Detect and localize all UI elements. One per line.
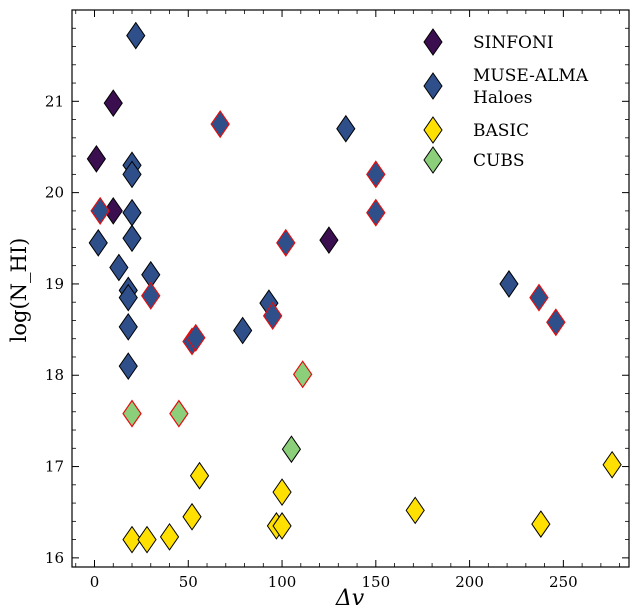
data-point [88,228,108,257]
legend-label: MUSE-ALMA [473,66,589,86]
x-tick-label: 250 [549,573,578,591]
data-point [118,352,138,380]
x-tick-label: 200 [455,573,484,591]
data-point [272,478,292,507]
data-point [126,21,146,50]
legend-label: SINFONI [473,33,554,53]
data-point-highlighted [210,110,230,139]
data-point [122,224,142,253]
x-tick-label: 150 [361,573,390,591]
series-basic [122,450,622,554]
data-point-highlighted [529,283,549,312]
x-axis-label: Δv [335,586,365,611]
data-point-highlighted [292,360,313,389]
series-sinfoni [86,89,339,254]
data-point [103,89,123,118]
data-point-highlighted [366,160,386,189]
data-point-highlighted [276,228,296,257]
data-point [531,510,551,538]
data-layer [86,21,622,554]
data-point [118,312,138,341]
data-point [137,525,157,554]
data-point-highlighted [122,399,142,428]
x-tick-label: 0 [90,573,100,591]
data-point [122,198,142,227]
data-point [86,144,106,173]
legend-marker [423,72,443,100]
data-point [103,197,123,225]
data-point [272,512,292,540]
y-tick-label: 17 [45,458,64,476]
data-point-highlighted [366,198,386,227]
legend-marker [423,146,443,174]
series-cubs [122,360,313,464]
data-point-highlighted [169,399,189,428]
data-point [233,316,253,345]
data-point-highlighted [90,196,110,225]
x-tick-label: 50 [179,573,198,591]
data-point [405,496,425,525]
ticks-layer: 0 50 100 150 200 250 16 17 18 19 20 21 [45,10,629,591]
data-point-highlighted [262,301,283,330]
data-point-highlighted [141,281,161,310]
y-tick-label: 18 [45,366,64,384]
data-point-highlighted [186,323,206,352]
data-point [319,226,339,254]
x-tick-label: 100 [268,573,297,591]
legend-marker [423,28,443,56]
data-point [118,283,138,312]
data-point [122,160,142,189]
data-point [281,435,302,464]
data-point [602,450,622,479]
y-axis-label: log(N_HI) [7,238,31,343]
data-point [336,114,356,143]
y-tick-label: 20 [45,184,64,202]
data-point [189,461,210,490]
legend-label: CUBS [473,151,524,171]
legend-label: BASIC [473,121,529,141]
y-tick-label: 19 [45,275,64,293]
y-tick-label: 21 [45,92,64,110]
data-point [122,525,142,554]
data-point [159,522,180,551]
series-muse-alma-haloes [88,21,566,380]
data-point [109,253,129,282]
data-point [182,502,202,531]
legend-label: Haloes [473,88,532,108]
plot-frame [71,9,630,568]
data-point-highlighted [546,308,566,337]
y-tick-label: 16 [45,549,64,567]
legend-marker [423,116,443,144]
data-point [499,270,519,298]
